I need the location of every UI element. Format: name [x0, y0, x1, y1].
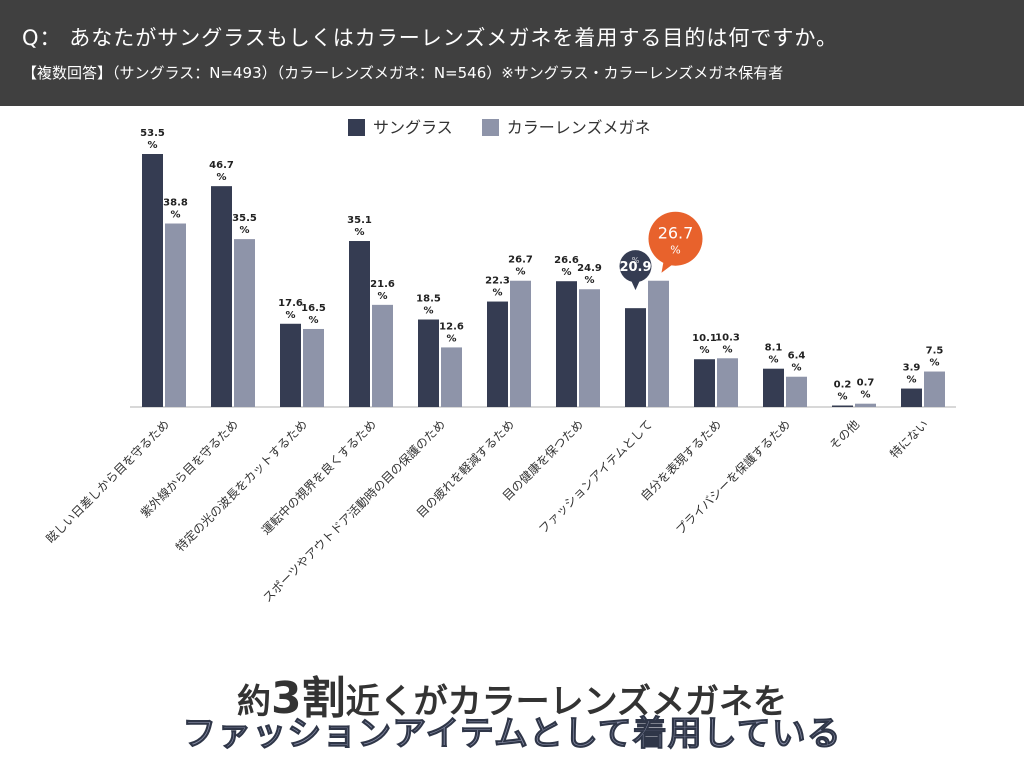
- bar-color-lens-3: [372, 304, 393, 407]
- bar-sunglasses-8: [694, 359, 715, 407]
- percent-label-sunglasses-3: %: [354, 227, 364, 238]
- bar-sunglasses-7: [625, 308, 646, 407]
- bar-sunglasses-3: [349, 241, 370, 407]
- bar-color-lens-5: [510, 280, 531, 407]
- bar-chart: 53.5%38.8%眩しい日差しから目を守るため46.7%35.5%紫外線から目…: [43, 128, 956, 605]
- callout-bubble-sunglasses: [619, 250, 652, 283]
- bar-color-lens-4: [441, 347, 462, 407]
- value-label-color-lens-2: 16.5: [301, 303, 326, 314]
- legend-item-color-lens: カラーレンズメガネ: [481, 114, 651, 138]
- bar-sunglasses-1: [211, 186, 232, 407]
- bar-color-lens-6: [579, 289, 600, 407]
- value-label-sunglasses-9: 8.1: [765, 343, 783, 354]
- value-label-color-lens-4: 12.6: [439, 321, 464, 332]
- value-label-color-lens-11: 7.5: [926, 346, 944, 357]
- value-label-color-lens-9: 6.4: [788, 351, 806, 362]
- value-label-color-lens-7: 26.7: [658, 224, 694, 243]
- bar-sunglasses-6: [556, 281, 577, 407]
- bar-color-lens-1: [234, 239, 255, 407]
- bar-color-lens-11: [924, 371, 945, 407]
- conclusion-line-1: 約3割近くがカラーレンズメガネを: [0, 662, 1024, 726]
- bar-sunglasses-11: [901, 388, 922, 407]
- percent-label-color-lens-3: %: [377, 291, 387, 302]
- bar-color-lens-0: [165, 223, 186, 407]
- percent-label-sunglasses-5: %: [492, 288, 502, 299]
- value-label-color-lens-8: 10.3: [715, 332, 740, 343]
- bar-sunglasses-0: [142, 154, 163, 407]
- bar-color-lens-9: [786, 376, 807, 407]
- legend-item-sunglasses: サングラス: [348, 114, 453, 138]
- value-label-sunglasses-4: 18.5: [416, 294, 441, 305]
- percent-label-color-lens-7: %: [670, 244, 680, 257]
- bar-sunglasses-2: [280, 323, 301, 407]
- percent-label-sunglasses-10: %: [837, 392, 847, 403]
- value-label-sunglasses-1: 46.7: [209, 160, 234, 171]
- bar-sunglasses-4: [418, 319, 439, 407]
- header: Q： あなたがサングラスもしくはカラーレンズメガネを着用する目的は何ですか。 【…: [0, 0, 1024, 106]
- value-label-sunglasses-10: 0.2: [834, 380, 852, 391]
- legend: サングラス カラーレンズメガネ: [348, 114, 674, 138]
- conclusion-highlight: 3割: [271, 673, 346, 724]
- percent-label-color-lens-1: %: [239, 225, 249, 236]
- value-label-sunglasses-5: 22.3: [485, 276, 510, 287]
- bar-sunglasses-9: [763, 368, 784, 407]
- value-label-sunglasses-11: 3.9: [903, 363, 921, 374]
- value-label-color-lens-10: 0.7: [857, 378, 875, 389]
- percent-label-color-lens-9: %: [791, 363, 801, 374]
- bar-sunglasses-10: [832, 405, 853, 407]
- legend-swatch-sunglasses: [348, 119, 365, 136]
- category-label-0: 眩しい日差しから目を守るため: [43, 417, 172, 546]
- value-label-color-lens-6: 24.9: [577, 263, 602, 274]
- legend-label-color-lens: カラーレンズメガネ: [506, 118, 651, 137]
- percent-label-color-lens-5: %: [515, 267, 525, 278]
- percent-label-color-lens-10: %: [860, 390, 870, 401]
- conclusion-rest: 近くがカラーレンズメガネを: [345, 682, 787, 722]
- percent-label-sunglasses-11: %: [906, 375, 916, 386]
- value-label-sunglasses-0: 53.5: [140, 128, 165, 139]
- percent-label-sunglasses-1: %: [216, 172, 226, 183]
- percent-label-color-lens-4: %: [446, 333, 456, 344]
- question-text: Q： あなたがサングラスもしくはカラーレンズメガネを着用する目的は何ですか。: [22, 26, 838, 50]
- category-label-11: 特にない: [887, 417, 932, 462]
- percent-label-color-lens-2: %: [308, 315, 318, 326]
- value-label-sunglasses-3: 35.1: [347, 215, 372, 226]
- value-label-sunglasses-8: 10.1: [692, 333, 717, 344]
- percent-label-sunglasses-9: %: [768, 355, 778, 366]
- value-label-color-lens-0: 38.8: [163, 198, 188, 209]
- bar-color-lens-2: [303, 328, 324, 407]
- conclusion-prefix: 約: [237, 682, 272, 722]
- value-label-sunglasses-7: 20.9: [619, 260, 651, 275]
- percent-label-color-lens-11: %: [929, 358, 939, 369]
- legend-label-sunglasses: サングラス: [373, 118, 453, 137]
- category-label-3: 運転中の視界を良くするため: [258, 417, 379, 538]
- percent-label-sunglasses-7: %: [632, 256, 640, 265]
- value-label-color-lens-1: 35.5: [232, 213, 257, 224]
- percent-label-sunglasses-2: %: [285, 310, 295, 321]
- value-label-color-lens-5: 26.7: [508, 255, 533, 266]
- category-label-7: ファッションアイテムとして: [536, 417, 655, 536]
- conclusion-line-2: ファッションアイテムとして着用している: [182, 714, 842, 755]
- percent-label-color-lens-6: %: [584, 275, 594, 286]
- value-label-color-lens-3: 21.6: [370, 279, 395, 290]
- percent-label-sunglasses-6: %: [561, 267, 571, 278]
- question-subtitle: 【複数回答】（サングラス：N=493）（カラーレンズメガネ：N=546）※サング…: [22, 64, 784, 82]
- category-label-2: 特定の光の波長をカットするため: [172, 417, 310, 555]
- category-label-10: その他: [827, 417, 862, 452]
- legend-swatch-color-lens: [481, 119, 499, 136]
- category-label-9: プライバシーを保護するため: [672, 417, 793, 538]
- percent-label-color-lens-0: %: [170, 210, 180, 221]
- callout-bubble-color-lens: [648, 211, 703, 266]
- bar-color-lens-7: [648, 280, 669, 407]
- callout-pointer-sunglasses: [630, 279, 641, 291]
- callout-pointer-color-lens: [661, 261, 674, 273]
- value-label-sunglasses-2: 17.6: [278, 298, 303, 309]
- percent-label-sunglasses-0: %: [147, 140, 157, 151]
- bar-color-lens-8: [717, 358, 738, 407]
- value-label-sunglasses-6: 26.6: [554, 255, 579, 266]
- bar-sunglasses-5: [487, 301, 508, 407]
- percent-label-sunglasses-4: %: [423, 306, 433, 317]
- bar-color-lens-10: [855, 403, 876, 407]
- percent-label-sunglasses-8: %: [699, 345, 709, 356]
- percent-label-color-lens-8: %: [722, 344, 732, 355]
